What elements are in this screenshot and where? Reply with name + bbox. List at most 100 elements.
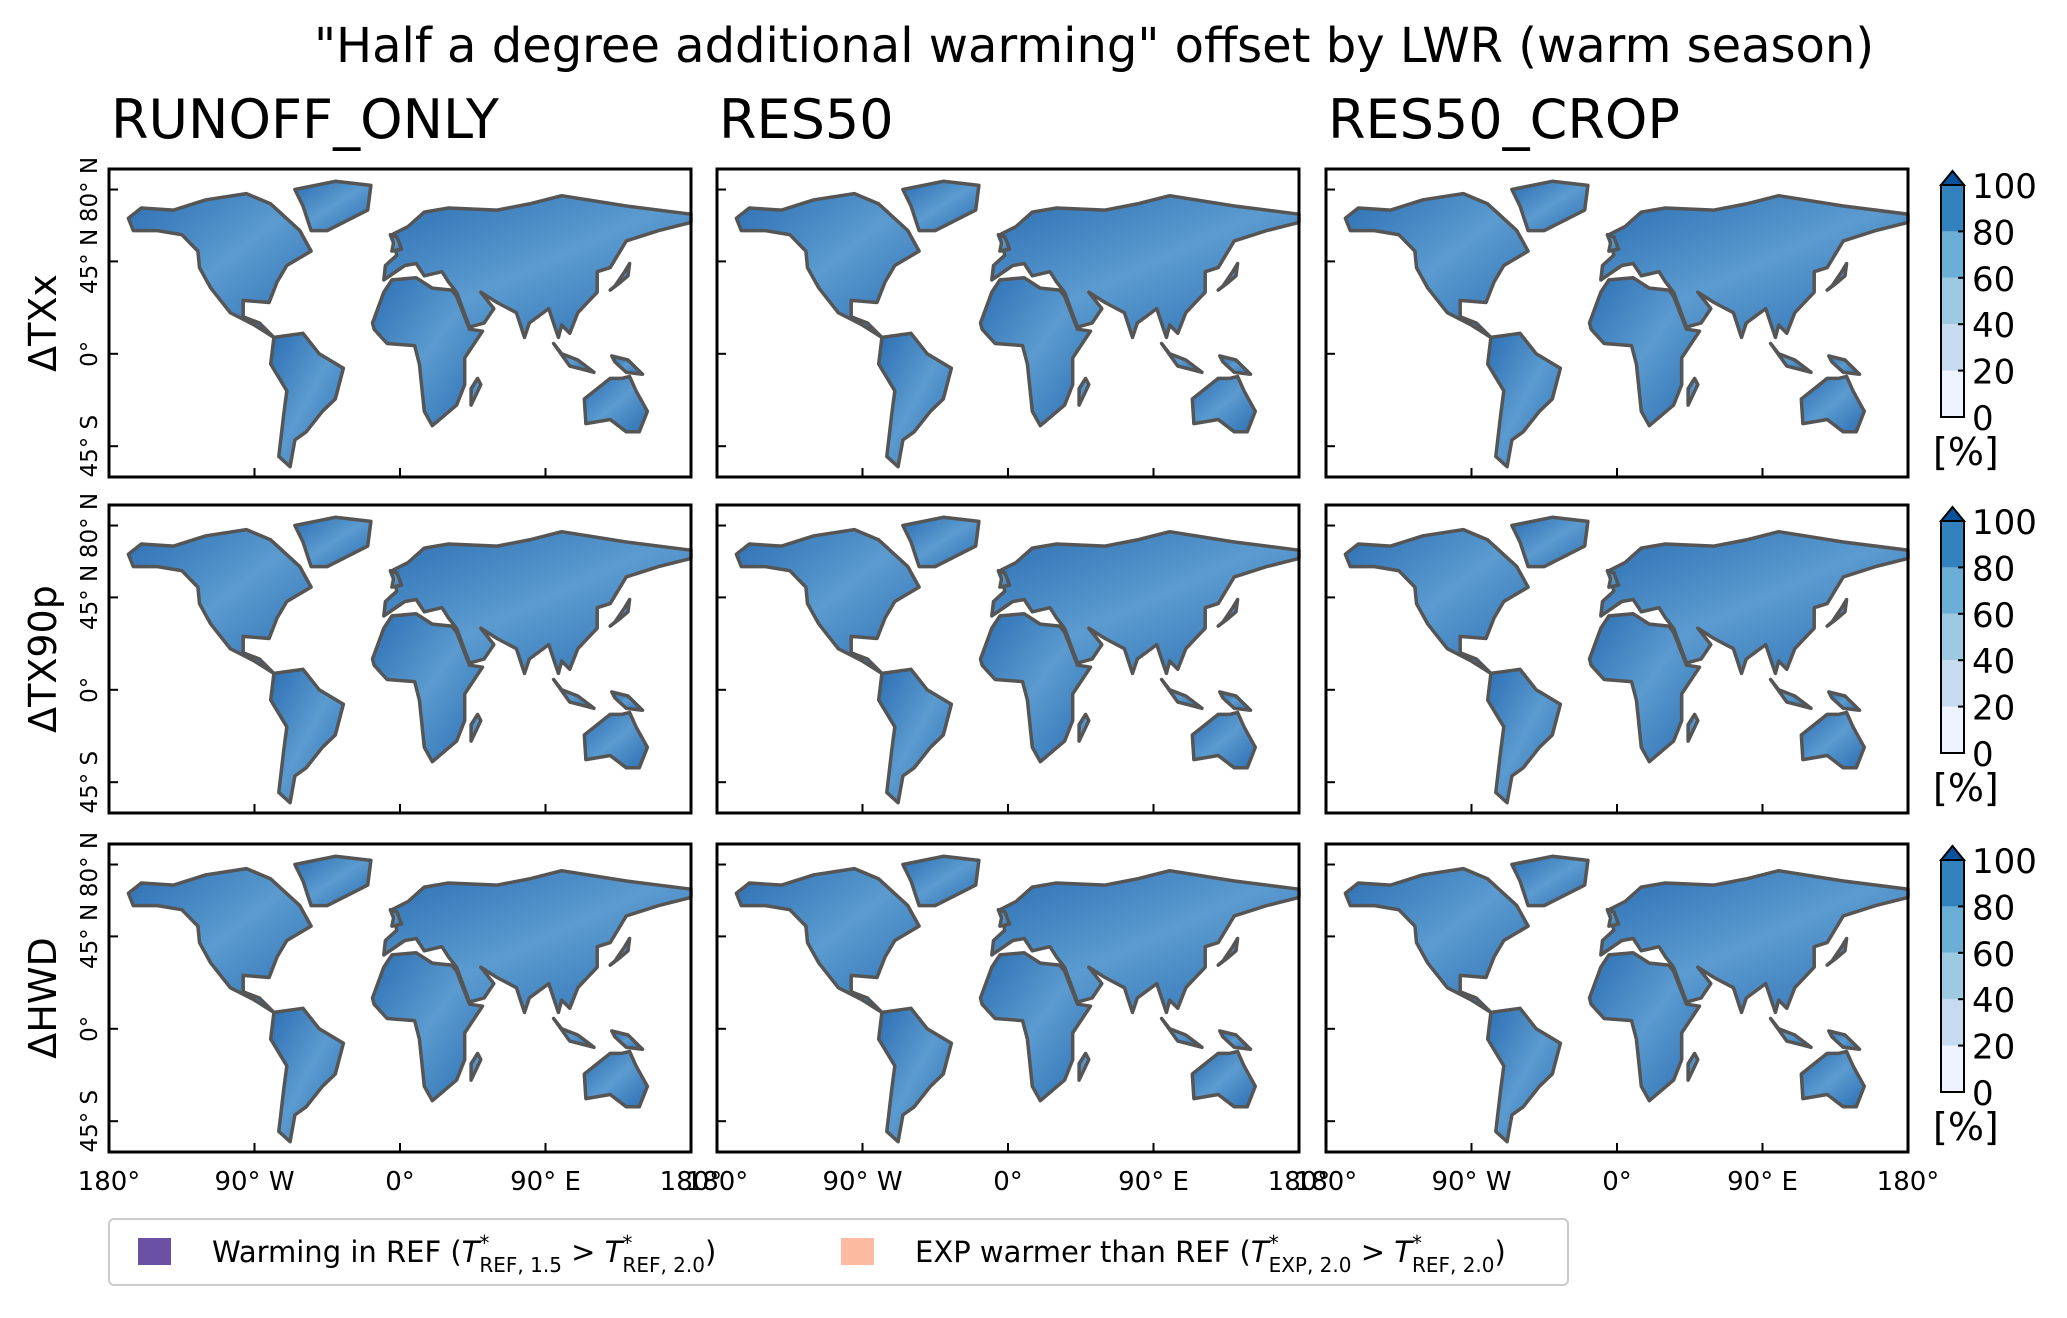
continent <box>1686 376 1700 407</box>
colorbar-bin <box>1941 324 1964 371</box>
colorbar-tick-label: 60 <box>1972 935 2015 975</box>
legend-text-part: ) <box>705 1235 716 1269</box>
continent <box>1510 515 1590 569</box>
map-panel <box>107 503 693 815</box>
y-tick-label: 45° S <box>77 415 103 478</box>
x-tick-label: 180° <box>78 1167 141 1197</box>
continent <box>1077 712 1091 743</box>
map-panel <box>715 842 1301 1154</box>
map-panel <box>1324 842 1910 1154</box>
continent <box>876 331 954 469</box>
colorbar-tick-label: 0 <box>1972 735 1994 775</box>
colorbar-bin <box>1941 706 1964 753</box>
continent <box>734 527 921 676</box>
colorbar-tick-label: 40 <box>1972 306 2015 346</box>
x-tick-label: 180° <box>660 1167 723 1197</box>
continent <box>1159 1016 1204 1050</box>
colorbar-bin <box>1941 613 1964 661</box>
continent <box>978 612 1093 764</box>
continent <box>1825 936 1849 967</box>
continent <box>469 712 483 743</box>
continent <box>1605 907 1621 928</box>
legend-swatch <box>138 1238 171 1265</box>
continent <box>1485 1006 1563 1144</box>
colorbar-tick-label: 80 <box>1972 213 2015 253</box>
continent <box>1799 710 1867 770</box>
continent <box>551 1016 596 1050</box>
continent <box>610 354 645 377</box>
colorbar-tick-label: 20 <box>1972 689 2015 729</box>
x-tick-label: 0° <box>1602 1167 1632 1197</box>
continent <box>901 854 981 908</box>
continent <box>1343 191 1530 340</box>
colorbar-tick-label: 100 <box>1972 167 2037 207</box>
continent <box>978 951 1093 1103</box>
continent <box>469 376 483 407</box>
continent <box>901 179 981 233</box>
continent <box>1799 374 1867 434</box>
continent <box>582 1049 650 1109</box>
continent <box>1825 261 1849 292</box>
continent <box>370 612 485 764</box>
continent <box>1216 261 1240 292</box>
continent <box>901 515 981 569</box>
colorbar-tick-label: 80 <box>1972 549 2015 589</box>
continent <box>608 597 632 628</box>
continent <box>1768 677 1813 711</box>
colorbar-unit: [%] <box>1933 766 1999 810</box>
colorbar-frame <box>1940 859 1965 1093</box>
map-panel <box>107 167 693 479</box>
legend-text-part: REF, 2.0 <box>1412 1253 1495 1277</box>
legend-text-part: REF, 2.0 <box>622 1253 705 1277</box>
colorbar-bin <box>1941 231 1964 278</box>
continent <box>610 690 645 713</box>
continent <box>1827 690 1862 713</box>
legend-label: Warming in REF (T*REF, 1.5​ > T*REF, 2.0… <box>212 1231 716 1277</box>
continent <box>610 1029 645 1052</box>
colorbar-frame <box>1940 184 1965 418</box>
map-panel <box>107 842 693 1154</box>
x-tick-label: 180° <box>686 1167 749 1197</box>
colorbar-bin <box>1941 567 1964 614</box>
continent <box>1587 276 1702 428</box>
continent <box>1485 667 1563 805</box>
x-tick-label: 90° W <box>214 1167 294 1197</box>
continent <box>1605 232 1621 253</box>
continent <box>1768 1016 1813 1050</box>
continent <box>293 515 373 569</box>
legend-text-part: * <box>1412 1231 1422 1255</box>
legend-text-part: T <box>605 1235 625 1269</box>
y-tick-label: 0° <box>77 677 103 703</box>
continent <box>582 710 650 770</box>
colorbar-tick-label: 40 <box>1972 981 2015 1021</box>
y-tick-label: 45° S <box>77 751 103 814</box>
figure-title: "Half a degree additional warming" offse… <box>314 18 1874 74</box>
continent <box>1343 866 1530 1015</box>
continent <box>1216 936 1240 967</box>
legend-text-part: REF, 1.5 <box>479 1253 562 1277</box>
x-tick-label: 90° E <box>1118 1167 1189 1197</box>
colorbar-bin <box>1941 860 1964 907</box>
continent <box>268 1006 346 1144</box>
continent <box>582 374 650 434</box>
continent <box>469 1051 483 1082</box>
continent <box>876 1006 954 1144</box>
continent <box>1077 376 1091 407</box>
legend-text-part: > <box>562 1235 605 1269</box>
colorbar-unit: [%] <box>1933 430 1999 474</box>
legend-label: EXP warmer than REF (T*EXP, 2.0​ > T*REF… <box>915 1231 1506 1277</box>
colorbar-bin <box>1941 370 1964 417</box>
colorbar-unit: [%] <box>1933 1105 1999 1149</box>
colorbar-tick-label: 0 <box>1972 1074 1994 1114</box>
y-tick-label: 45° N <box>77 565 103 630</box>
colorbar-frame <box>1940 520 1965 754</box>
continent <box>126 866 313 1015</box>
y-tick-label: 0° <box>77 341 103 367</box>
continent <box>608 261 632 292</box>
legend-text-part: T <box>1394 1235 1414 1269</box>
continent <box>1190 710 1258 770</box>
continent <box>1605 568 1621 589</box>
continent <box>1159 341 1204 375</box>
